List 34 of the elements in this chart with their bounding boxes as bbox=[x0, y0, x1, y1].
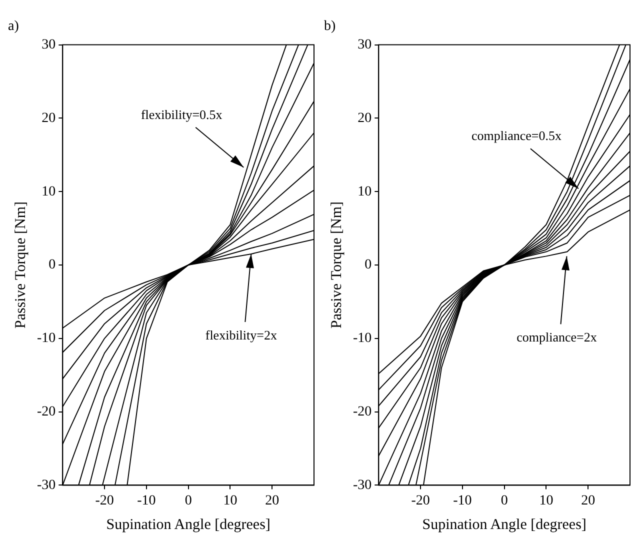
x-tick-label: 10 bbox=[539, 493, 554, 508]
y-tick-label: 0 bbox=[48, 258, 56, 273]
x-tick-label: 20 bbox=[265, 493, 280, 508]
y-tick-label: 20 bbox=[358, 110, 372, 126]
x-tick-label: -10 bbox=[453, 493, 472, 508]
annotation: flexibility=0.5x bbox=[140, 106, 223, 122]
x-axis-title: Supination Angle [degrees] bbox=[106, 516, 270, 533]
y-tick-label: 30 bbox=[42, 37, 56, 52]
x-tick-label: 20 bbox=[581, 493, 596, 508]
annotation: compliance=0.5x bbox=[471, 128, 562, 144]
y-tick-label: 10 bbox=[42, 184, 56, 200]
x-axis-title: Supination Angle [degrees] bbox=[422, 516, 586, 533]
annotation: compliance=2x bbox=[516, 330, 598, 345]
x-tick-label: -10 bbox=[137, 493, 156, 508]
y-tick-label: -10 bbox=[36, 331, 56, 346]
y-tick-label: 0 bbox=[364, 258, 372, 273]
x-tick-label: 0 bbox=[184, 493, 192, 508]
x-tick-label: 10 bbox=[223, 493, 238, 508]
chart-title: b) bbox=[324, 19, 336, 34]
x-tick-label: -20 bbox=[95, 493, 114, 508]
chart-title: a) bbox=[8, 19, 20, 34]
y-axis-title: Passive Torque [Nm] bbox=[12, 202, 29, 328]
y-tick-label: -10 bbox=[352, 331, 372, 346]
y-axis-title: Passive Torque [Nm] bbox=[328, 202, 345, 328]
y-tick-label: 20 bbox=[42, 110, 56, 126]
y-tick-label: -30 bbox=[36, 478, 56, 493]
y-tick-label: -30 bbox=[352, 478, 372, 493]
annotation: flexibility=2x bbox=[205, 327, 278, 342]
y-tick-label: -20 bbox=[352, 404, 372, 420]
y-tick-label: -20 bbox=[36, 404, 56, 420]
y-tick-label: 10 bbox=[358, 184, 372, 200]
y-tick-label: 30 bbox=[358, 37, 372, 52]
x-tick-label: 0 bbox=[500, 493, 508, 508]
x-tick-label: -20 bbox=[411, 493, 430, 508]
